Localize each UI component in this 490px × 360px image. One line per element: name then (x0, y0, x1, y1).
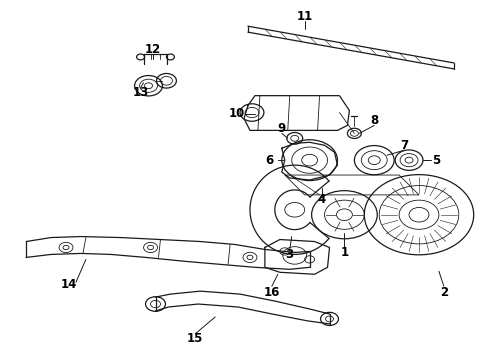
Text: 2: 2 (440, 285, 448, 299)
Text: 14: 14 (61, 278, 77, 291)
Text: 8: 8 (370, 114, 378, 127)
Text: 1: 1 (341, 246, 348, 259)
Text: 10: 10 (229, 107, 245, 120)
Text: 5: 5 (432, 154, 440, 167)
Text: 7: 7 (400, 139, 408, 152)
Text: 3: 3 (286, 248, 294, 261)
Text: 4: 4 (318, 193, 326, 206)
Text: 13: 13 (132, 86, 149, 99)
Text: 12: 12 (145, 42, 161, 55)
Text: 9: 9 (278, 122, 286, 135)
Text: 15: 15 (187, 332, 203, 345)
Text: 11: 11 (296, 10, 313, 23)
Text: 16: 16 (264, 285, 280, 299)
Text: 6: 6 (266, 154, 274, 167)
